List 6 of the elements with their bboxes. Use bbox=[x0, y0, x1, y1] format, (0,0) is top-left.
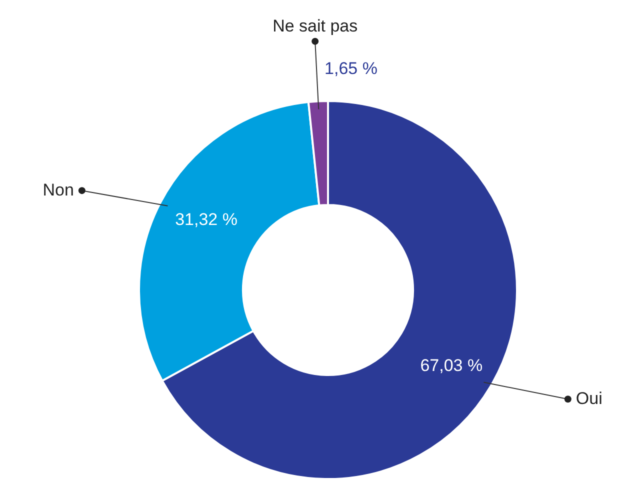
data-label: 1,65 % bbox=[324, 58, 378, 78]
data-label: 67,03 % bbox=[420, 356, 483, 376]
slice-label: Oui bbox=[576, 388, 602, 408]
data-label: 31,32 % bbox=[175, 210, 238, 230]
slice-label: Ne sait pas bbox=[272, 16, 358, 36]
slice-label: Non bbox=[42, 180, 74, 200]
